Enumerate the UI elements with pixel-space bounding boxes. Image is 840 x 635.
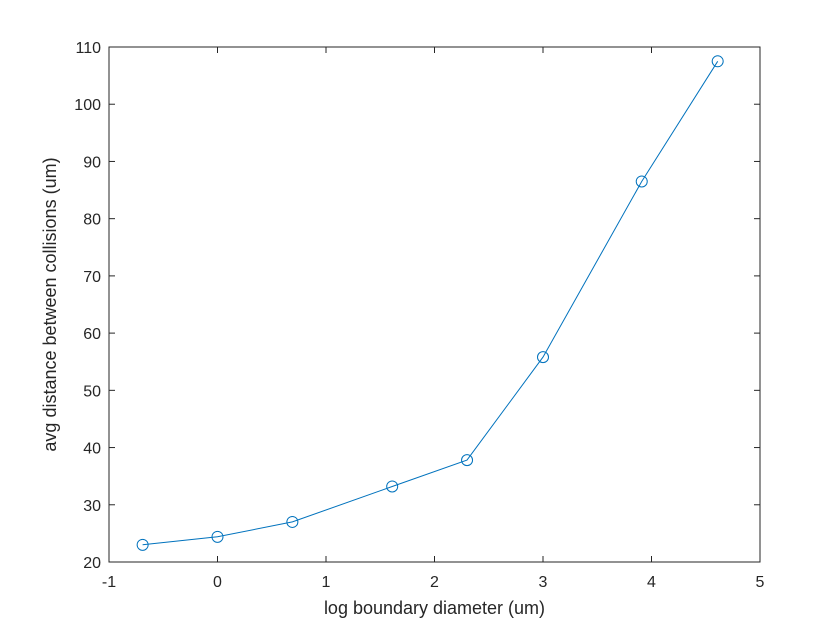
- x-tick-label: 3: [539, 574, 548, 591]
- data-point-marker: [386, 480, 399, 493]
- series-layer: [136, 55, 724, 551]
- y-tick-label: 60: [83, 326, 101, 343]
- y-tick-label: 100: [74, 97, 101, 114]
- y-tick-label: 90: [83, 154, 101, 171]
- x-tick-label: 0: [213, 574, 222, 591]
- x-tick-label: 5: [756, 574, 765, 591]
- y-tick-label: 30: [83, 498, 101, 515]
- axes-box: [108, 46, 761, 563]
- data-point-marker: [635, 175, 648, 188]
- plot-area: [109, 47, 760, 562]
- data-point-marker: [136, 538, 149, 551]
- y-tick-label: 20: [83, 555, 101, 572]
- data-point-marker: [711, 55, 724, 68]
- x-tick-label: 1: [322, 574, 331, 591]
- y-tick-label: 80: [83, 212, 101, 229]
- x-axis-label: log boundary diameter (um): [324, 598, 545, 618]
- tick-labels-layer: -1 0 1 2 3 4 5 20 30 40 50 60 70 80 90 100 110: [74, 40, 764, 591]
- data-point-marker: [461, 454, 474, 467]
- data-point-marker: [537, 351, 549, 364]
- data-point-marker: [211, 530, 224, 543]
- series-line: [142, 61, 719, 546]
- y-tick-label: 40: [83, 441, 101, 458]
- data-point-marker: [286, 515, 299, 528]
- x-tick-label: 4: [647, 574, 656, 591]
- x-tick-label: 2: [430, 574, 439, 591]
- y-tick-label: 110: [75, 40, 101, 57]
- y-tick-label: 50: [83, 383, 101, 400]
- y-axis-label: avg distance between collisions (um): [40, 157, 60, 451]
- x-tick-label: -1: [102, 574, 116, 591]
- y-tick-label: 70: [83, 269, 101, 286]
